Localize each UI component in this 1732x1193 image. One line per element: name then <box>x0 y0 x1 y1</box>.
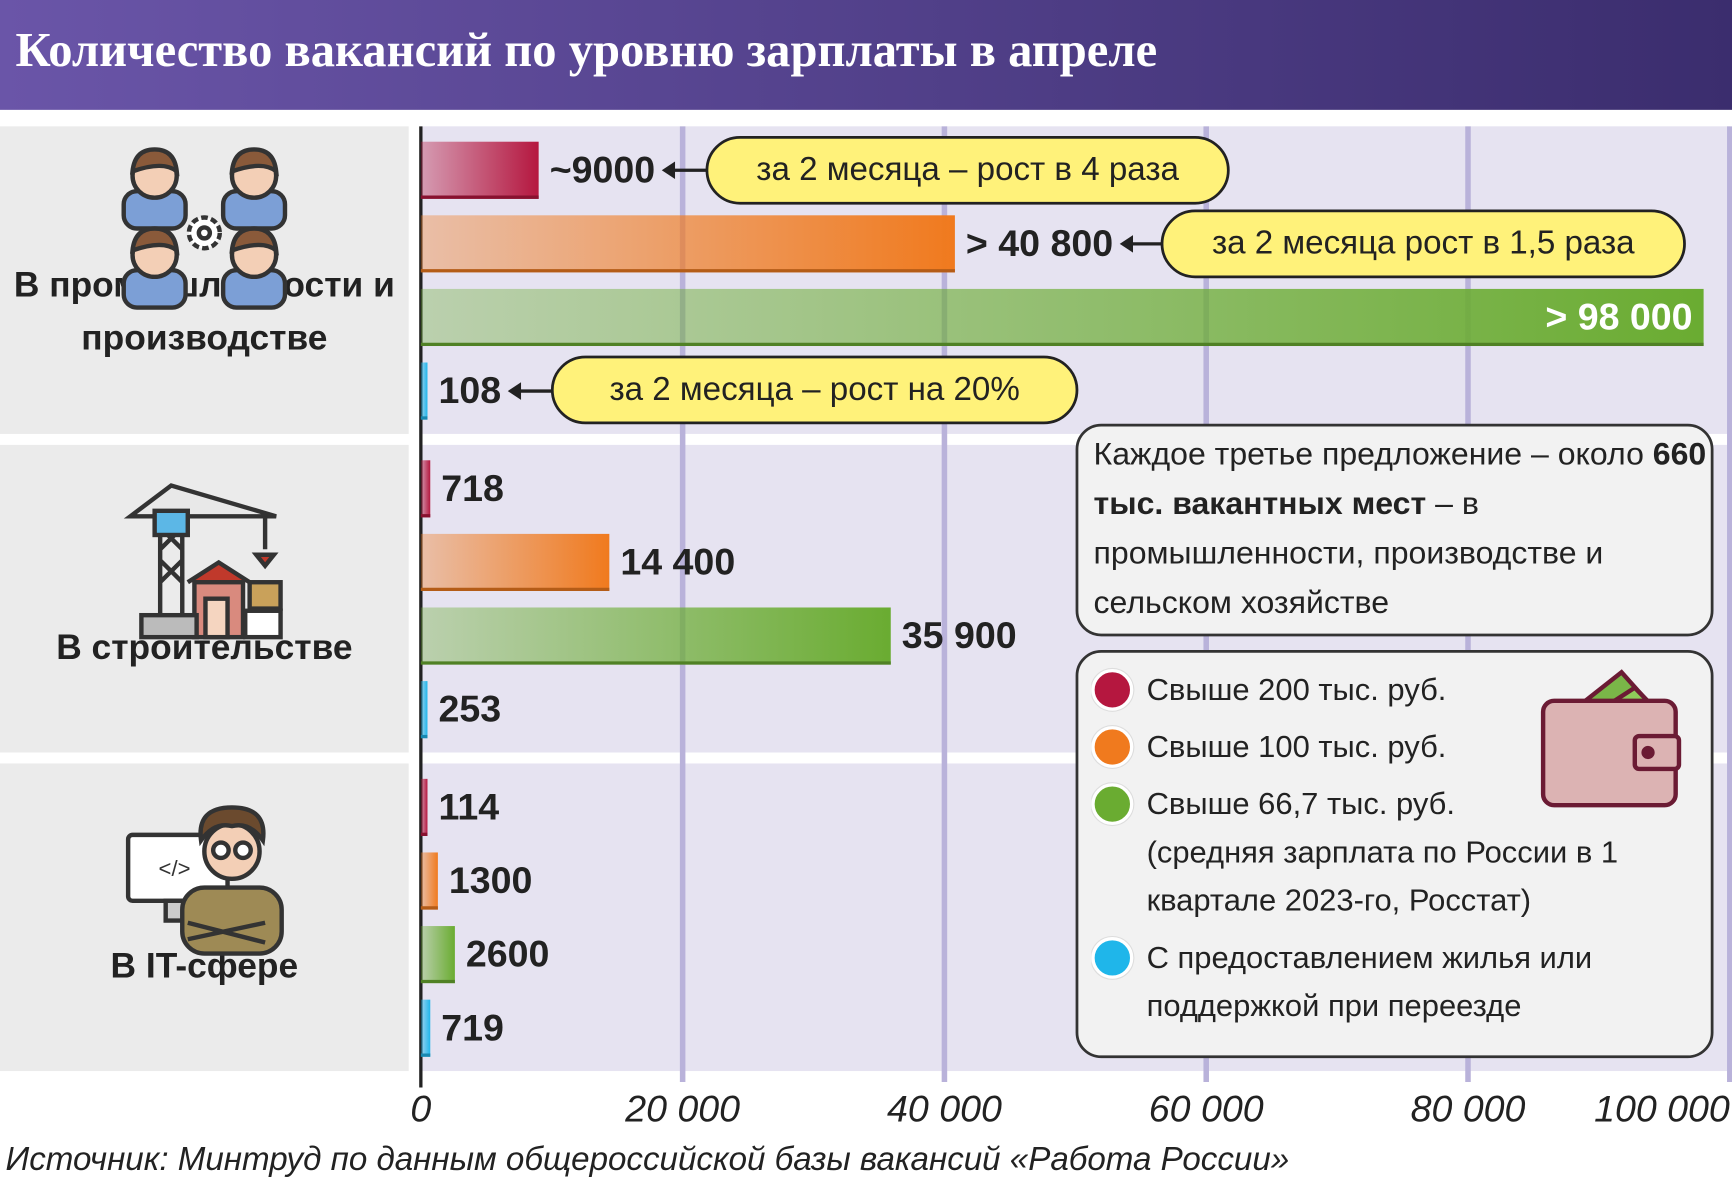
info-text-a: Каждое третье предложение – около <box>1093 437 1644 473</box>
value-label: 35 900 <box>902 614 1017 656</box>
legend-item: Свыше 200 тыс. руб. <box>1091 666 1710 714</box>
icon-crane <box>123 483 283 640</box>
category-panel <box>0 126 409 434</box>
legend-item: Свыше 100 тыс. руб. <box>1091 723 1710 771</box>
callout-box <box>1160 209 1686 279</box>
info-box <box>1075 423 1714 637</box>
legend-item: С предоставлением жилья или поддержкой п… <box>1091 934 1710 1031</box>
legend-swatch <box>1091 726 1134 768</box>
bar <box>420 607 891 665</box>
legend-label: Свыше 200 тыс. руб. <box>1146 672 1447 707</box>
legend-list: Свыше 200 тыс. руб. Свыше 100 тыс. руб. Св… <box>1091 666 1710 1031</box>
callout-text: за 2 месяца рост в 1,5 раза <box>1212 225 1635 262</box>
icon-people <box>121 147 288 310</box>
bar <box>420 215 955 273</box>
x-tick-label: 100 000 <box>1594 1088 1730 1130</box>
legend-label: Свыше 100 тыс. руб. <box>1146 729 1447 764</box>
bar <box>420 999 431 1057</box>
bar <box>420 141 539 199</box>
value-label: > 98 000 <box>1545 296 1692 338</box>
category-label-box: В строительстве <box>56 627 352 667</box>
legend-text-box: Свыше 200 тыс. руб. <box>1147 666 1556 714</box>
x-tick-label: 0 <box>410 1088 431 1130</box>
legend-text-box: Свыше 100 тыс. руб. <box>1147 723 1556 771</box>
legend-swatch <box>1091 669 1134 711</box>
x-tick-label: 40 000 <box>887 1088 1002 1130</box>
value-label: 718 <box>441 467 504 509</box>
value-label: ~9000 <box>550 148 655 190</box>
value-label: 1300 <box>449 859 533 901</box>
value-label: 253 <box>439 688 502 730</box>
bar <box>420 778 428 836</box>
value-label: 114 <box>439 786 500 828</box>
value-label: 108 <box>439 369 502 411</box>
legend-label: С предоставлением жилья или поддержкой п… <box>1146 940 1593 1023</box>
title-bar <box>0 0 1732 110</box>
bar <box>420 460 431 518</box>
legend: Свыше 200 тыс. руб. Свыше 100 тыс. руб. Св… <box>1091 666 1710 1031</box>
legend-swatch <box>1091 937 1134 979</box>
callout-arrowhead <box>1119 235 1134 253</box>
bar <box>420 681 428 739</box>
x-tick-label: 60 000 <box>1149 1088 1264 1130</box>
callout-arrowhead <box>507 382 522 400</box>
bar <box>420 533 610 592</box>
bar <box>420 288 1704 347</box>
callout-box <box>550 355 1079 425</box>
info-text-b: – в промышленности, производстве и сельс… <box>1093 486 1604 621</box>
info-text-bold: 660 тыс. вакантных мест <box>1093 437 1707 522</box>
icon-coder: </> <box>125 805 284 956</box>
callout-text: за 2 месяца – рост в 4 раза <box>756 151 1179 188</box>
icon-wallet <box>1540 669 1682 808</box>
category-label: В промышленности и производстве <box>13 264 395 358</box>
legend-label: Свыше 66,7 тыс. руб. <box>1146 786 1455 821</box>
legend-text-box: С предоставлением жилья или поддержкой п… <box>1147 934 1688 1031</box>
info-text: Каждое третье предложение – около 660 ты… <box>1094 431 1707 629</box>
legend-note: (средняя зарплата по России в 1 квартале… <box>1146 834 1619 918</box>
category-label-box: В промышленности и производстве <box>13 264 395 358</box>
bar <box>420 362 428 420</box>
category-label-box: В IT-сфере <box>111 946 299 986</box>
x-tick-label: 20 000 <box>624 1088 740 1130</box>
x-tick-label: 80 000 <box>1411 1088 1526 1130</box>
value-label: 719 <box>441 1006 504 1048</box>
value-label: 14 400 <box>620 541 735 583</box>
chart-title: Количество вакансий по уровню зарплаты в… <box>15 24 1157 77</box>
value-label: 2600 <box>466 933 550 975</box>
value-label: > 40 800 <box>966 222 1113 264</box>
source: Источник: Минтруд по данным общероссийск… <box>6 1141 1290 1178</box>
info-box-text: Каждое третье предложение – около 660 ты… <box>1094 431 1707 629</box>
legend-swatch <box>1091 783 1134 825</box>
callout-box <box>705 135 1230 205</box>
callout-text: за 2 месяца – рост на 20% <box>609 371 1019 408</box>
bar <box>420 852 438 910</box>
bar <box>420 926 455 984</box>
legend-item: Свыше 66,7 тыс. руб. (средняя зарплата по… <box>1091 780 1710 925</box>
legend-text-box: Свыше 66,7 тыс. руб. (средняя зарплата по… <box>1146 780 1619 925</box>
svg-text:</>: </> <box>159 856 191 881</box>
callout-arrowhead <box>661 161 676 180</box>
